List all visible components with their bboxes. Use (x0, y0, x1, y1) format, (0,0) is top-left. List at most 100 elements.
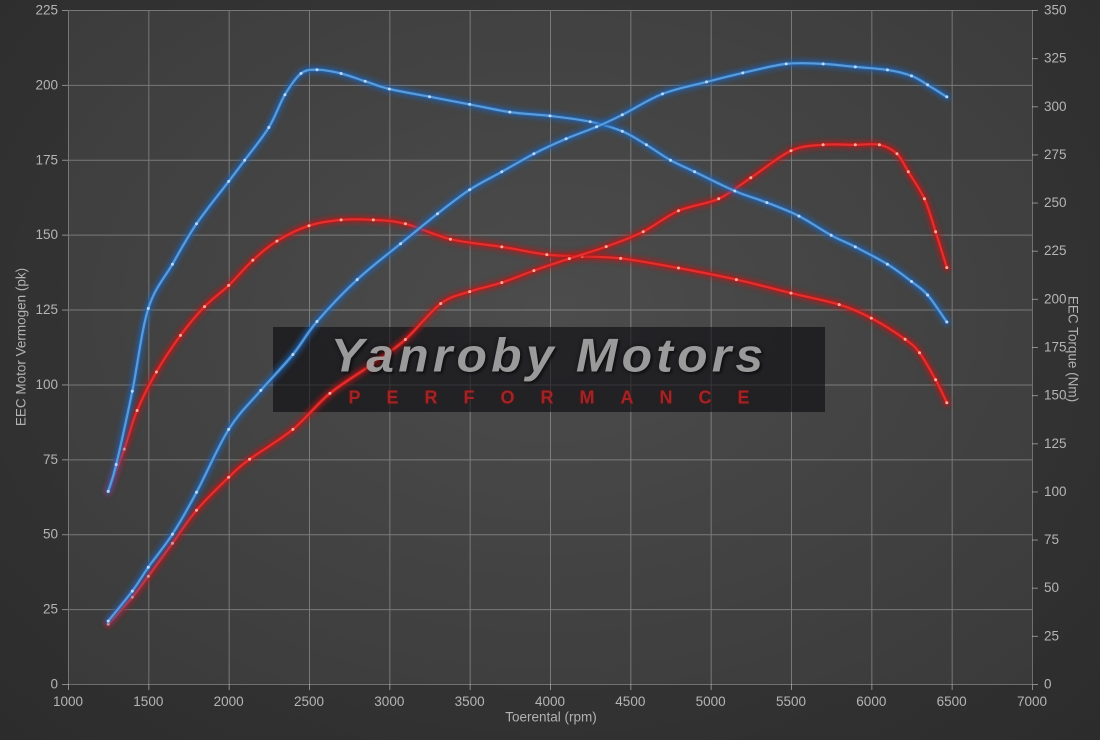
data-point-dot (195, 508, 198, 512)
data-point-dot (315, 320, 319, 323)
data-point-dot (869, 316, 873, 320)
x-tick-label: 2000 (214, 694, 244, 709)
data-point-dot (146, 307, 150, 310)
data-point-dot (154, 370, 158, 374)
data-point-dot (114, 463, 118, 466)
x-tick-label: 4000 (535, 694, 565, 709)
x-tick-label: 5500 (776, 694, 806, 709)
data-point-dot (717, 197, 721, 201)
data-point-dot (468, 290, 472, 294)
data-point-dot (403, 222, 407, 226)
y-right-tick-label: 350 (1044, 3, 1067, 18)
curve-torque-blue (103, 65, 952, 496)
data-point-dot (106, 619, 110, 623)
y-right-tick-label: 75 (1044, 532, 1059, 547)
data-point-dot (677, 266, 680, 270)
y-left-tick-label: 150 (35, 227, 58, 242)
data-point-dot (797, 214, 801, 218)
x-tick-label: 1000 (53, 694, 83, 709)
data-point-dot (837, 303, 841, 307)
data-point-dot (339, 72, 343, 75)
y-right-tick-label: 25 (1044, 628, 1059, 643)
data-point-dot (227, 475, 231, 479)
curve-data-points (106, 62, 949, 623)
data-point-dot (436, 212, 439, 216)
y-left-tick-label: 225 (35, 3, 58, 18)
x-tick-label: 1500 (133, 694, 163, 709)
data-point-dot (620, 113, 624, 117)
data-point-dot (564, 137, 568, 141)
data-point-dot (934, 378, 938, 382)
data-point-dot (604, 245, 608, 249)
data-point-dot (195, 490, 198, 494)
data-point-dot (733, 189, 737, 193)
data-point-dot (548, 114, 552, 118)
data-point-dot (945, 95, 949, 99)
data-point-dot (275, 239, 279, 243)
y-left-tick-label: 175 (35, 152, 58, 167)
data-point-dot (910, 280, 913, 283)
data-point-dot (439, 302, 443, 306)
data-point-dot (853, 65, 857, 69)
data-point-dot (328, 391, 332, 395)
data-point-dot (251, 258, 255, 262)
data-point-dot (765, 201, 769, 205)
data-point-dot (363, 79, 367, 83)
axis-ticks (62, 10, 1038, 690)
tick-labels: 1000 1500 2000 2500 3000 3500 4000 4500 5000 5500… (35, 3, 1066, 710)
y-right-tick-label: 250 (1044, 195, 1067, 210)
data-point-dot (910, 74, 913, 78)
data-point-dot (734, 278, 738, 282)
x-tick-label: 5000 (696, 694, 726, 709)
data-point-dot (821, 62, 825, 66)
data-point-dot (641, 230, 645, 234)
data-point-dot (545, 253, 549, 257)
data-point-dot (227, 427, 231, 431)
data-point-dot (906, 170, 910, 174)
y-right-tick-label: 50 (1044, 580, 1059, 595)
data-point-dot (821, 143, 825, 147)
data-point-dot (784, 62, 788, 66)
data-point-dot (532, 269, 536, 273)
y-right-tick-label: 325 (1044, 51, 1067, 66)
curve-core (107, 143, 948, 626)
curve-data-points (106, 218, 949, 493)
data-point-dot (291, 353, 295, 356)
data-point-dot (428, 95, 431, 99)
data-point-dot (339, 218, 343, 222)
data-point-dot (259, 388, 263, 392)
x-tick-label: 3500 (455, 694, 485, 709)
curve-core (107, 62, 948, 623)
data-point-dot (619, 256, 623, 260)
data-point-dot (179, 333, 182, 337)
data-point-dot (267, 126, 271, 129)
y-right-tick-label: 175 (1044, 340, 1067, 355)
data-point-dot (945, 266, 949, 270)
data-point-dot (918, 351, 921, 355)
data-point-dot (468, 188, 472, 192)
curve-torque-red (103, 214, 952, 496)
data-point-dot (677, 209, 680, 213)
data-point-dot (403, 338, 407, 341)
data-point-dot (135, 409, 139, 412)
x-tick-label: 6500 (937, 694, 967, 709)
x-tick-label: 7000 (1017, 694, 1047, 709)
data-point-dot (170, 532, 174, 536)
y-right-tick-label: 0 (1044, 677, 1052, 692)
data-point-dot (903, 337, 907, 341)
data-point-dot (620, 129, 624, 133)
data-point-dot (500, 170, 504, 174)
y-right-tick-label: 125 (1044, 436, 1067, 451)
y-right-tick-label: 150 (1044, 388, 1067, 403)
data-point-dot (595, 125, 599, 129)
x-tick-label: 2500 (294, 694, 324, 709)
x-tick-label: 3000 (374, 694, 404, 709)
data-point-dot (291, 427, 295, 431)
data-point-dot (195, 222, 198, 226)
watermark-box (273, 327, 825, 412)
data-point-dot (243, 158, 247, 162)
data-point-dot (853, 245, 857, 249)
data-point-dot (926, 293, 930, 297)
